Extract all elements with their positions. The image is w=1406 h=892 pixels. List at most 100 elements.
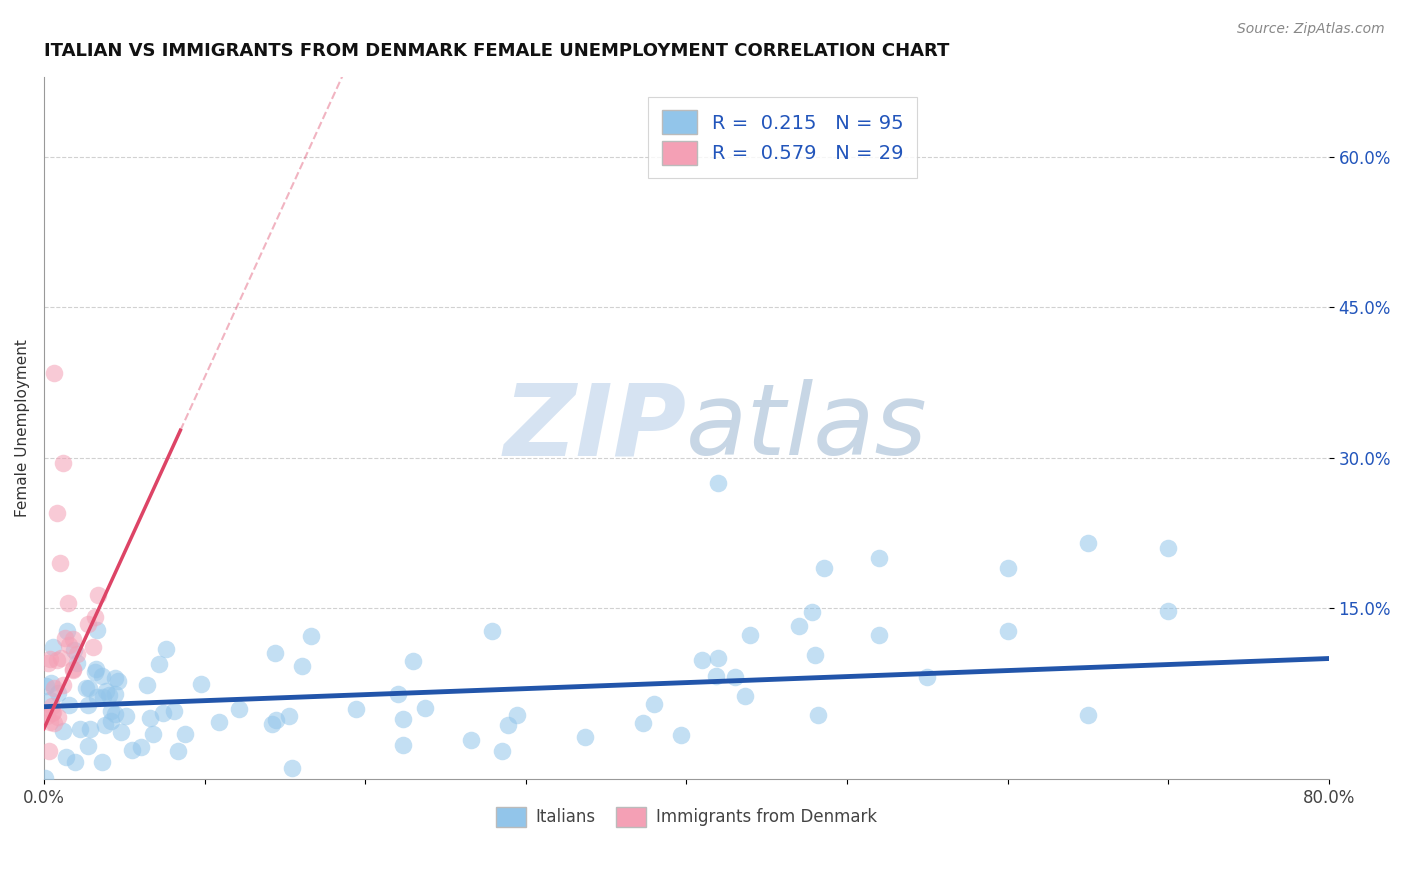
Legend: Italians, Immigrants from Denmark: Italians, Immigrants from Denmark [489,800,883,834]
Point [787,619,810,633]
Point [63,643,86,657]
Point [49,651,72,665]
Point [114,709,136,723]
Point [104,707,127,722]
Point [75,681,97,695]
Point [83,610,105,624]
Point [62,632,84,646]
Point [264,713,287,727]
Point [129,740,152,755]
Point [97,688,120,702]
Point [228,702,250,716]
Point [77,681,100,695]
Point [163,704,186,718]
Point [322,786,344,800]
Point [868,628,890,642]
Point [55,749,77,764]
Point [100,704,122,718]
Point [79,722,101,736]
Point [264,646,287,660]
Point [155,642,177,657]
Point [34,771,56,785]
Point [707,651,730,665]
Point [915,669,938,683]
Point [41,698,63,713]
Text: atlas: atlas [686,379,928,476]
Point [460,733,482,747]
Point [53,631,76,645]
Point [804,648,827,662]
Point [152,706,174,721]
Point [84,662,107,676]
Point [868,551,890,566]
Point [82,640,104,654]
Point [496,718,519,732]
Point [104,687,127,701]
Point [643,697,665,711]
Text: ZIP: ZIP [503,379,686,476]
Point [344,702,367,716]
Point [277,709,299,723]
Point [107,674,129,689]
Point [100,714,122,728]
Point [49,556,72,570]
Point [46,686,69,700]
Point [35,679,58,693]
Point [110,725,132,739]
Point [121,742,143,756]
Point [96,684,118,698]
Point [190,677,212,691]
Point [63,756,86,770]
Point [45,506,67,520]
Point [41,706,63,721]
Point [392,712,415,726]
Text: ITALIAN VS IMMIGRANTS FROM DENMARK FEMALE UNEMPLOYMENT CORRELATION CHART: ITALIAN VS IMMIGRANTS FROM DENMARK FEMAL… [44,42,949,60]
Point [42,640,65,654]
Point [76,698,98,713]
Point [1157,541,1180,556]
Point [93,718,115,732]
Point [723,670,745,684]
Point [997,561,1019,575]
Point [42,681,65,695]
Point [52,723,75,738]
Point [139,711,162,725]
Point [56,596,79,610]
Point [77,739,100,754]
Point [46,709,69,723]
Point [704,669,727,683]
Point [136,678,159,692]
Point [91,669,114,683]
Point [174,727,197,741]
Point [66,656,89,670]
Point [262,717,284,731]
Point [491,744,513,758]
Point [90,755,112,769]
Point [86,623,108,637]
Point [1077,707,1099,722]
Point [392,738,415,752]
Point [58,638,80,652]
Point [77,616,100,631]
Point [39,714,62,729]
Point [35,708,58,723]
Point [813,561,835,575]
Point [1077,536,1099,550]
Point [104,671,127,685]
Point [56,624,79,638]
Point [39,676,62,690]
Point [387,687,409,701]
Point [41,705,63,719]
Point [142,727,165,741]
Point [45,653,67,667]
Point [505,707,527,722]
Point [299,629,322,643]
Point [800,605,823,619]
Y-axis label: Female Unemployment: Female Unemployment [15,339,30,516]
Point [42,716,65,731]
Point [62,661,84,675]
Point [52,456,75,470]
Point [281,761,304,775]
Point [402,654,425,668]
Point [707,475,730,490]
